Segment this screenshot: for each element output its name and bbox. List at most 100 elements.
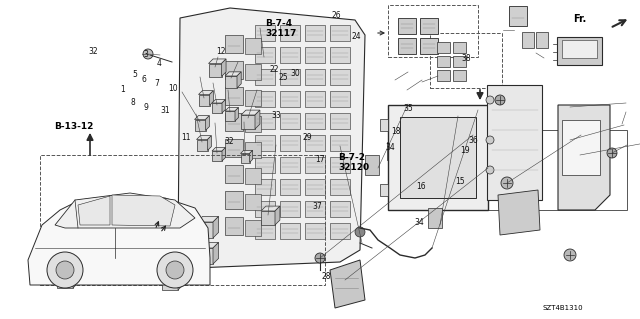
Bar [92,214,108,230]
Polygon shape [178,222,184,244]
Text: 26: 26 [331,11,341,20]
Bar [380,119,388,131]
Text: 38: 38 [461,54,471,63]
Bar [255,25,275,41]
Polygon shape [73,241,79,263]
Text: B-7-4: B-7-4 [266,19,292,28]
Polygon shape [178,8,365,268]
Polygon shape [213,242,219,264]
Bar [280,179,300,195]
Polygon shape [225,108,239,111]
Bar [330,135,350,151]
Polygon shape [162,222,184,228]
Bar [437,70,450,81]
Polygon shape [207,136,211,151]
Bar [241,115,255,129]
Bar [225,165,243,183]
Text: B-7-2: B-7-2 [338,153,365,162]
Bar [245,142,261,158]
Text: SZT4B1310: SZT4B1310 [543,305,584,311]
Text: 5: 5 [132,70,137,79]
Bar [255,69,275,85]
Bar [209,63,221,77]
Text: 36: 36 [468,137,479,145]
Bar [330,47,350,63]
Bar [453,56,466,67]
Bar [380,184,388,196]
Bar [330,157,350,173]
Bar [212,103,222,113]
Text: 33: 33 [271,111,282,120]
Polygon shape [235,108,239,121]
Text: 8: 8 [131,98,136,107]
Bar [225,139,243,157]
Bar [487,130,627,210]
Text: 34: 34 [414,218,424,227]
Bar [437,42,450,53]
Circle shape [143,49,153,59]
Circle shape [47,252,83,288]
Polygon shape [78,196,110,225]
Polygon shape [127,204,148,210]
Bar [198,94,209,106]
Bar [212,151,222,161]
Bar [557,37,602,65]
Text: 1: 1 [120,85,125,94]
Bar [57,247,73,263]
Polygon shape [222,100,225,113]
Polygon shape [178,249,184,270]
Text: 3: 3 [143,50,148,59]
Polygon shape [143,233,148,254]
Bar [92,242,108,258]
Bar [225,111,235,121]
Bar [305,69,325,85]
Text: 28: 28 [322,272,331,281]
Bar [245,220,261,236]
Bar [562,40,597,58]
Bar [255,47,275,63]
Bar [398,18,416,34]
Bar [255,157,275,173]
Polygon shape [241,150,253,153]
Bar [255,113,275,129]
Polygon shape [330,260,365,308]
Polygon shape [127,258,148,264]
Text: 29: 29 [302,133,312,142]
Bar [245,116,261,132]
Bar [305,25,325,41]
Polygon shape [73,214,79,236]
Text: 24: 24 [351,32,361,41]
Polygon shape [221,59,226,77]
Bar [430,33,502,88]
Circle shape [355,227,365,237]
Polygon shape [197,216,219,222]
Text: 11: 11 [181,133,190,142]
Bar [330,69,350,85]
Bar [197,248,213,264]
Polygon shape [162,249,184,254]
Polygon shape [127,233,148,238]
Bar [40,155,325,285]
Polygon shape [213,216,219,238]
Polygon shape [209,59,226,63]
Bar [330,91,350,107]
Circle shape [315,253,325,263]
Bar [245,64,261,80]
Bar [280,135,300,151]
Bar [127,238,143,254]
Bar [195,120,205,130]
Circle shape [166,261,184,279]
Bar [398,38,416,54]
Bar [330,113,350,129]
Bar [453,42,466,53]
Polygon shape [212,147,225,151]
Circle shape [486,166,494,174]
Bar [225,191,243,209]
Bar [488,119,496,131]
Polygon shape [255,110,260,129]
Bar [387,142,400,160]
Polygon shape [225,72,241,76]
Circle shape [607,148,617,158]
Bar [280,223,300,239]
Polygon shape [92,263,114,268]
